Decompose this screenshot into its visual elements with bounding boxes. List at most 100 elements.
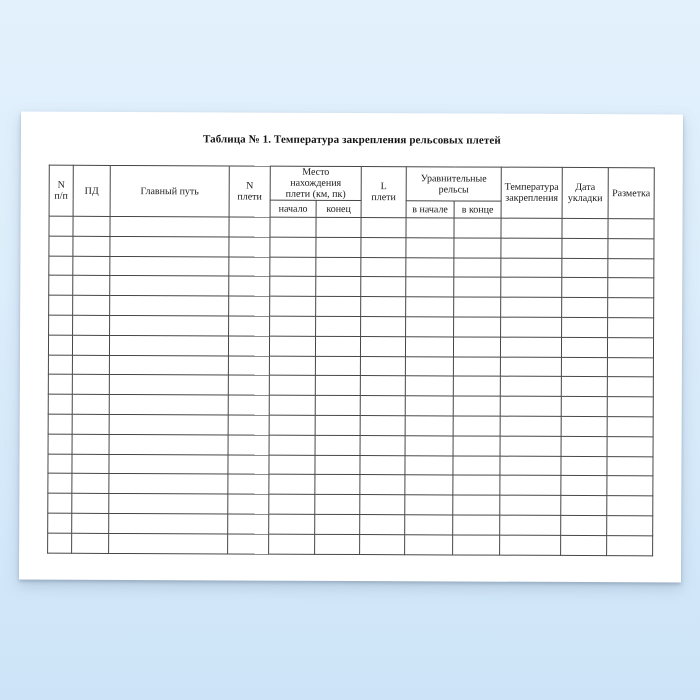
- empty-cell: [453, 257, 501, 278]
- empty-cell: [607, 218, 655, 239]
- empty-cell: [227, 513, 269, 534]
- empty-cell: [499, 534, 561, 555]
- empty-cell: [227, 533, 269, 554]
- empty-cell: [108, 493, 228, 514]
- empty-cell: [228, 296, 270, 317]
- empty-cell: [72, 275, 110, 296]
- empty-cell: [405, 316, 454, 337]
- table-row: [48, 433, 654, 457]
- empty-cell: [500, 277, 562, 298]
- empty-cell: [453, 376, 501, 397]
- empty-cell: [48, 315, 73, 336]
- empty-cell: [72, 374, 110, 395]
- empty-cell: [453, 356, 501, 377]
- empty-cell: [269, 217, 317, 238]
- empty-cell: [72, 315, 110, 336]
- empty-cell: [360, 237, 406, 258]
- col-header-marking: Разметка: [608, 167, 655, 219]
- empty-cell: [48, 255, 73, 276]
- empty-cell: [228, 236, 270, 257]
- empty-cell: [560, 475, 607, 496]
- empty-cell: [606, 475, 653, 496]
- empty-cell: [360, 296, 406, 317]
- empty-cell: [453, 316, 501, 337]
- empty-cell: [72, 255, 110, 276]
- empty-cell: [359, 514, 405, 535]
- empty-cell: [452, 514, 500, 535]
- empty-cell: [453, 217, 502, 238]
- paper-sheet: Таблица № 1. Температура закрепления рел…: [18, 111, 684, 583]
- empty-cell: [109, 275, 229, 297]
- empty-cell: [109, 374, 229, 396]
- empty-cell: [269, 434, 316, 455]
- empty-cell: [71, 533, 109, 553]
- empty-cell: [607, 238, 654, 259]
- empty-cell: [452, 534, 500, 555]
- empty-cell: [315, 375, 361, 396]
- empty-cell: [561, 337, 608, 358]
- empty-cell: [360, 217, 407, 238]
- empty-cell: [315, 256, 361, 277]
- empty-cell: [606, 515, 653, 536]
- empty-cell: [560, 515, 607, 536]
- col-header-location-start: начало: [270, 200, 317, 218]
- empty-cell: [71, 473, 109, 494]
- empty-cell: [228, 395, 270, 416]
- empty-cell: [606, 535, 653, 556]
- empty-cell: [499, 515, 561, 536]
- empty-cell: [269, 415, 316, 436]
- empty-cell: [453, 237, 501, 258]
- empty-cell: [500, 317, 562, 338]
- empty-cell: [269, 316, 316, 337]
- empty-cell: [269, 355, 316, 376]
- empty-cell: [405, 356, 454, 377]
- table-row: [47, 493, 653, 516]
- table-row: [48, 275, 654, 299]
- empty-cell: [48, 275, 73, 296]
- empty-cell: [48, 433, 73, 454]
- empty-cell: [47, 453, 73, 474]
- empty-cell: [109, 355, 229, 376]
- col-header-equalizing-end: в конце: [454, 200, 502, 219]
- empty-cell: [315, 336, 361, 357]
- empty-cell: [359, 455, 406, 476]
- empty-cell: [228, 355, 270, 376]
- empty-cell: [405, 435, 454, 456]
- col-header-location-group: Место нахождения плети (км, пк): [270, 166, 362, 201]
- empty-cell: [561, 297, 608, 318]
- empty-cell: [606, 495, 653, 516]
- table-row: [48, 394, 654, 417]
- empty-cell: [72, 236, 110, 257]
- empty-cell: [315, 355, 361, 376]
- empty-cell: [47, 513, 72, 534]
- empty-cell: [607, 337, 654, 358]
- empty-cell: [499, 495, 561, 516]
- empty-cell: [109, 414, 229, 435]
- col-header-location-end: конец: [316, 200, 362, 218]
- empty-cell: [561, 258, 608, 279]
- table-row: [48, 295, 654, 318]
- col-header-pd: ПД: [73, 165, 111, 217]
- empty-cell: [453, 415, 501, 436]
- empty-cell: [71, 453, 110, 474]
- empty-cell: [499, 455, 562, 476]
- empty-cell: [48, 295, 73, 316]
- empty-cell: [109, 216, 230, 237]
- table-row: [47, 453, 654, 477]
- empty-cell: [560, 495, 607, 516]
- empty-cell: [561, 218, 609, 239]
- empty-cell: [48, 235, 73, 256]
- empty-cell: [607, 357, 654, 378]
- empty-cell: [314, 474, 360, 495]
- empty-cell: [607, 278, 654, 299]
- empty-cell: [228, 315, 270, 336]
- empty-cell: [359, 474, 405, 495]
- empty-cell: [360, 316, 406, 337]
- empty-cell: [360, 336, 406, 357]
- empty-cell: [453, 297, 501, 318]
- empty-cell: [228, 414, 270, 435]
- empty-cell: [269, 276, 316, 297]
- empty-cell: [607, 258, 654, 279]
- empty-cell: [405, 336, 454, 357]
- empty-cell: [500, 237, 562, 259]
